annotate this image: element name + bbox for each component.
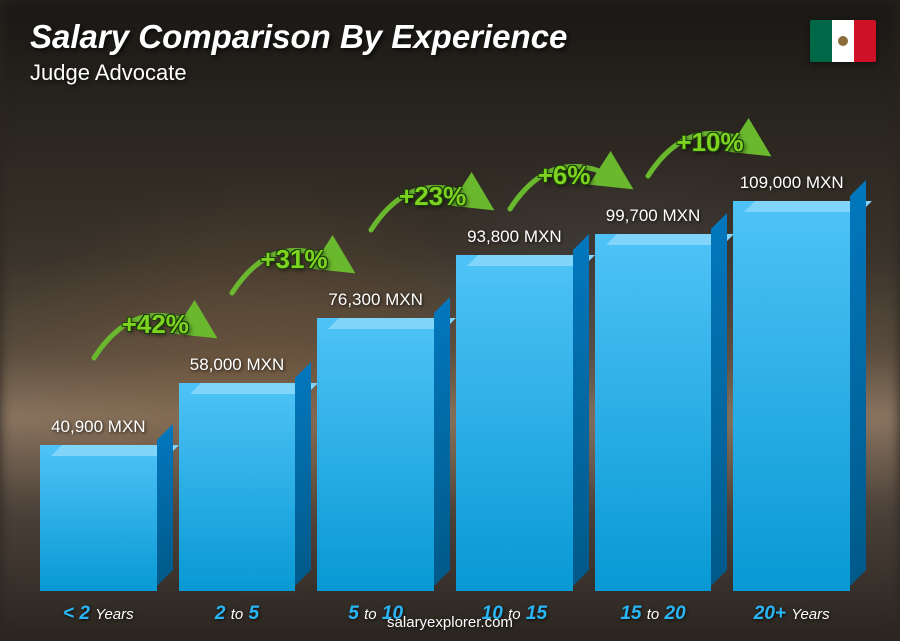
bar: [595, 234, 712, 591]
footer-attribution: salaryexplorer.com: [0, 614, 900, 631]
bar-value-label: 76,300 MXN: [328, 290, 423, 310]
bar-value-label: 93,800 MXN: [467, 227, 562, 247]
percent-increase-label: +10%: [676, 127, 743, 158]
percent-increase-label: +23%: [399, 181, 466, 212]
bar-chart: 40,900 MXN< 2 Years58,000 MXN2 to 5+42%7…: [40, 121, 850, 591]
bar-value-label: 58,000 MXN: [190, 355, 285, 375]
page-subtitle: Judge Advocate: [30, 60, 567, 86]
bar: [179, 383, 296, 591]
bar: [317, 318, 434, 591]
chart-column: 58,000 MXN2 to 5+42%: [179, 355, 296, 591]
chart-column: 109,000 MXN20+ Years+10%: [733, 173, 850, 591]
country-flag-icon: [810, 20, 876, 62]
bar-value-label: 40,900 MXN: [51, 417, 146, 437]
chart-column: 93,800 MXN10 to 15+23%: [456, 227, 573, 591]
chart-column: 99,700 MXN15 to 20+6%: [595, 206, 712, 591]
percent-increase-label: +42%: [122, 309, 189, 340]
chart-column: 40,900 MXN< 2 Years: [40, 417, 157, 591]
percent-increase-label: +31%: [260, 244, 327, 275]
bar: [40, 445, 157, 591]
chart-column: 76,300 MXN5 to 10+31%: [317, 290, 434, 591]
header: Salary Comparison By Experience Judge Ad…: [30, 18, 567, 86]
percent-increase-label: +6%: [538, 160, 591, 191]
bar: [456, 255, 573, 591]
bar-value-label: 109,000 MXN: [740, 173, 844, 193]
bar-value-label: 99,700 MXN: [606, 206, 701, 226]
page-title: Salary Comparison By Experience: [30, 18, 567, 56]
bar: [733, 201, 850, 591]
